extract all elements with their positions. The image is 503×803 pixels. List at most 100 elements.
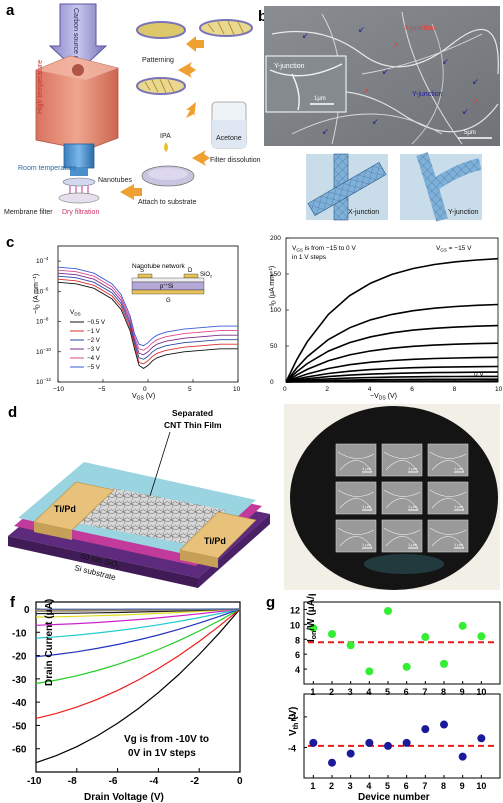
- inset-g: G: [166, 298, 171, 304]
- f-xlabel: Drain Voltage (V): [84, 792, 164, 803]
- sem-tile: [335, 443, 377, 477]
- g-bottom-marks-xtick-label: 9: [460, 781, 465, 791]
- g-bottom-marks-point: [421, 725, 430, 734]
- f-series-line: [35, 608, 241, 618]
- film-label-2: CNT Thin Film: [164, 420, 222, 430]
- nanotubes-label: Nanotubes: [98, 177, 132, 184]
- g-top-marks-point: [309, 624, 318, 633]
- c-right-xlabel: −VDS (V): [370, 393, 397, 402]
- c-right-ytick-label: 50: [270, 343, 278, 350]
- c-right-series-line: [285, 257, 499, 383]
- room-temp-label: Room temperature: [18, 165, 76, 172]
- g-top-ylabel: Ion/W (μA/μm): [306, 594, 318, 642]
- tipd-left-label: Ti/Pd: [54, 504, 76, 514]
- c-left-xlabel: VGS (V): [132, 393, 155, 402]
- g-bottom-marks-point: [384, 741, 392, 750]
- c-right-xtick-label: 8: [453, 386, 457, 393]
- g-top-marks-point: [365, 667, 374, 676]
- f-ytick-label: -30: [12, 675, 27, 686]
- patterning-label: Patterning: [142, 57, 174, 64]
- f-lines: [35, 608, 241, 764]
- sem-tile-scale-label: 1 μm: [454, 542, 464, 547]
- dry-filtration-label: Dry filtration: [62, 209, 99, 216]
- f-ticks: -10 -8 -6 -4 -2 00-10-20-30-40-50-60: [12, 605, 243, 787]
- c-right-series-line: [285, 375, 498, 383]
- g-top-marks-xtick-label: 9: [460, 687, 465, 697]
- tipd-pad-right: [179, 511, 257, 559]
- g-bottom-marks-point: [346, 749, 355, 758]
- c-left-ylabel: −ID (A mm⁻¹): [33, 274, 42, 314]
- sem-tile-scale-label: 1 μm: [362, 504, 372, 509]
- g-top-marks-point: [328, 630, 336, 639]
- c-left-series-line: [57, 269, 238, 351]
- g-bottom-marks: -2 -4 1 2 3 4 5 6 7 8 9 10: [288, 713, 496, 791]
- g-top-marks-xtick-label: 4: [366, 687, 371, 697]
- sem-tile: [427, 443, 469, 477]
- g-top-marks-ytick-label: 10: [290, 620, 300, 630]
- f-ytick-label: -60: [12, 745, 27, 756]
- f-ytick-label: -10: [12, 628, 27, 639]
- svg-text:↙: ↙: [372, 117, 379, 126]
- g-top-marks-point: [384, 606, 392, 615]
- c-left-ytick-label: 10−6: [36, 286, 49, 295]
- c-right-annotation-2: in 1 V steps: [292, 254, 327, 261]
- g-bottom-marks-point: [477, 734, 486, 743]
- f-xtick-label: -4: [149, 776, 158, 787]
- c-right-ytick-label: 200: [270, 235, 281, 242]
- g-top-marks-xtick-label: 10: [476, 687, 486, 697]
- f-ylabel: Drain Current (μA): [44, 599, 55, 686]
- g-top-marks-xtick-label: 1: [310, 687, 315, 697]
- g-bottom-marks-xtick-label: 10: [476, 781, 486, 791]
- panel-f-chart: -10 -8 -6 -4 -2 00-10-20-30-40-50-60 Vg is fr…: [12, 599, 243, 803]
- c-right-series-line: [285, 342, 499, 383]
- membrane-filter-label: Membrane filter: [4, 209, 53, 216]
- y-junction-inset-label: Y-junction: [274, 63, 305, 70]
- g-bottom-marks-point: [440, 720, 448, 729]
- inset-s: S: [140, 268, 144, 274]
- gas-inlet-arrow-icon: [48, 3, 108, 73]
- panel-e-wafer: 1 μm 1 μm 1 μm 1 μm 1 μm 1 μm 1 μm 1 μm 1 μm: [284, 404, 500, 590]
- g-top-marks-point: [477, 632, 486, 641]
- f-ytick-label: -20: [12, 652, 27, 663]
- arrow-to-attach-icon: [120, 184, 142, 200]
- g-bottom-marks-xtick-label: 5: [385, 781, 390, 791]
- membrane-disk: [58, 192, 100, 204]
- g-top-marks-ytick-label: 4: [295, 665, 300, 675]
- c-left-series-line: [57, 266, 238, 347]
- c-left-legend: VDS −0.5 V −1 V −2 V −3 V −4 V −5 V: [70, 309, 106, 371]
- filter-dissolution-label: Filter dissolution: [210, 157, 261, 164]
- g-bottom-frame: [303, 693, 501, 779]
- c-right-ytick-label: 100: [270, 307, 281, 314]
- c-right-xtick-label: 4: [368, 386, 372, 393]
- f-xtick-label: 0: [237, 776, 243, 787]
- panel-letter-g: g: [266, 594, 276, 611]
- c-right-series-line: [285, 356, 499, 383]
- c-left-xtick-label: −10: [53, 386, 64, 393]
- c-left-legend-label: −5 V: [87, 364, 101, 371]
- panel-letter-d: d: [8, 404, 18, 421]
- svg-text:↙: ↙: [442, 57, 449, 66]
- f-series-line: [35, 608, 241, 685]
- sem-tile-fibers: [337, 489, 375, 511]
- acetone-label: Acetone: [216, 135, 242, 142]
- svg-text:↙: ↙: [322, 127, 329, 136]
- svg-text:↙: ↙: [302, 31, 309, 40]
- c-left-device-inset: Nanotube network S D SiO2 p++Si G: [126, 263, 213, 304]
- sem-tile-fibers: [337, 451, 375, 473]
- c-right-ytick-label: 150: [270, 271, 281, 278]
- arrow-to-patterning-icon: [178, 62, 196, 78]
- arrow-to-dissolution-icon: [192, 150, 210, 166]
- c-left-series-line: [57, 281, 238, 369]
- attach-label: Attach to substrate: [138, 199, 196, 206]
- c-left-xtick-label: −5: [98, 386, 106, 393]
- panel-letter-f: f: [10, 594, 15, 611]
- c-right-xtick-label: 10: [495, 386, 503, 393]
- c-left-legend-label: −2 V: [87, 337, 101, 344]
- sem-tile-fibers: [337, 527, 375, 549]
- svg-text:↙: ↙: [472, 77, 479, 86]
- g-top-marks-xtick-label: 8: [441, 687, 446, 697]
- inset-d: D: [188, 268, 193, 274]
- sem-tile-scale-label: 1 μm: [454, 504, 464, 509]
- scale-main: 5μm: [464, 130, 476, 136]
- c-right-top-curve-label: VGS = −15 V: [436, 245, 472, 253]
